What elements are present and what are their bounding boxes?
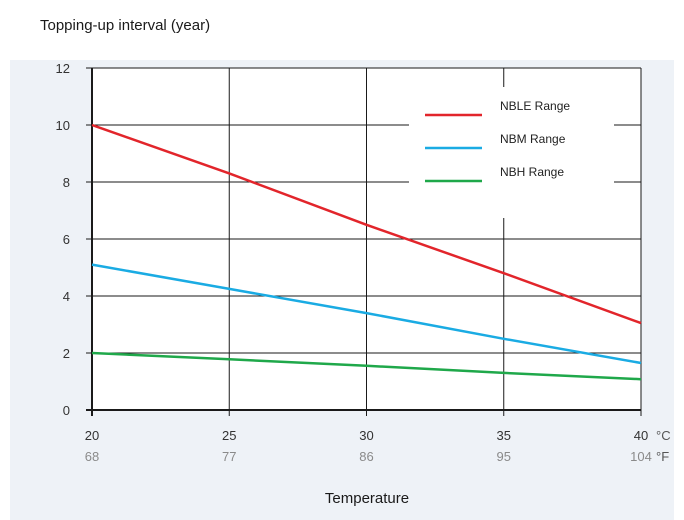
series-line-nbh-range bbox=[91, 351, 642, 381]
legend-box bbox=[409, 87, 614, 218]
y-axis-title: Topping-up interval (year) bbox=[40, 17, 210, 34]
x-tick-label-fahrenheit: 77 bbox=[222, 449, 236, 464]
y-tick-label: 6 bbox=[63, 232, 70, 247]
x-tick-label-celsius: 20 bbox=[85, 428, 99, 443]
y-tick-label: 10 bbox=[56, 118, 70, 133]
x-axis-title: Temperature bbox=[325, 490, 409, 507]
legend-label: NBH Range bbox=[500, 165, 564, 179]
y-tick-label: 4 bbox=[63, 289, 70, 304]
x-tick-label-celsius: 40 bbox=[634, 428, 648, 443]
legend: NBLE Range NBM Range NBH Range bbox=[409, 87, 614, 218]
x-tick-label-celsius: 25 bbox=[222, 428, 236, 443]
x-tick-label-celsius: 35 bbox=[497, 428, 511, 443]
y-tick-label: 0 bbox=[63, 403, 70, 418]
x-tick-label-fahrenheit: 104 bbox=[630, 449, 652, 464]
y-tick-label: 12 bbox=[56, 61, 70, 76]
x-tick-label-fahrenheit: 68 bbox=[85, 449, 99, 464]
x-tick-label-fahrenheit: 95 bbox=[497, 449, 511, 464]
x-tick-label-celsius: 30 bbox=[359, 428, 373, 443]
panel-top-strip bbox=[0, 0, 684, 60]
series-line-nbm-range bbox=[91, 263, 642, 365]
x-unit-fahrenheit: °F bbox=[656, 449, 669, 464]
y-tick-label: 8 bbox=[63, 175, 70, 190]
y-tick-label: 2 bbox=[63, 346, 70, 361]
series-line-nble-range bbox=[91, 123, 642, 325]
legend-label: NBLE Range bbox=[500, 99, 570, 113]
legend-label: NBM Range bbox=[500, 132, 566, 146]
x-tick-label-fahrenheit: 86 bbox=[359, 449, 373, 464]
x-unit-celsius: °C bbox=[656, 428, 671, 443]
